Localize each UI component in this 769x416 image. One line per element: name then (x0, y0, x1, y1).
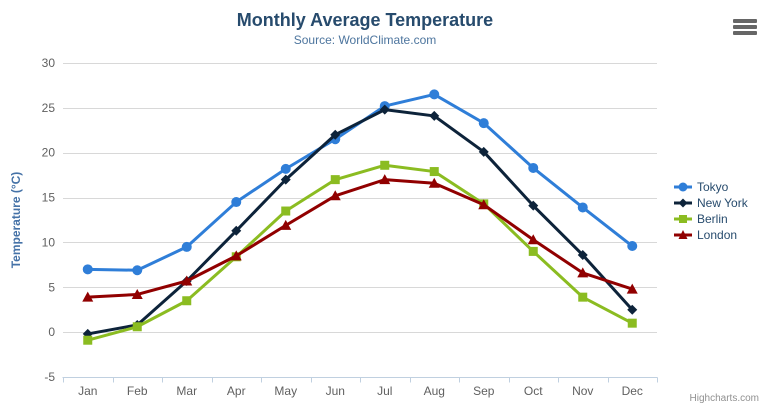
x-axis-label: Feb (127, 384, 148, 398)
x-axis-label: Jun (326, 384, 345, 398)
legend-label: Berlin (697, 212, 728, 226)
data-point-new-york[interactable] (528, 200, 539, 211)
square-marker-icon (674, 215, 692, 223)
data-point-new-york[interactable] (478, 146, 489, 157)
y-axis-label: 10 (42, 235, 56, 249)
series-line-new-york[interactable] (86, 108, 634, 336)
data-point-new-york[interactable] (231, 225, 242, 236)
x-axis-label: Nov (572, 384, 593, 398)
data-point-london[interactable] (626, 283, 638, 294)
credits-link[interactable]: Highcharts.com (689, 393, 759, 404)
legend-item-london[interactable]: London (674, 227, 748, 243)
legend: Tokyo New York Berlin London (674, 179, 748, 243)
data-point-new-york[interactable] (429, 110, 440, 121)
data-point-tokyo[interactable] (627, 241, 638, 252)
data-point-london[interactable] (230, 250, 242, 261)
legend-label: London (697, 228, 738, 242)
legend-item-berlin[interactable]: Berlin (674, 211, 748, 227)
data-point-new-york[interactable] (379, 104, 390, 115)
y-axis-label: 0 (48, 325, 55, 339)
data-point-new-york[interactable] (627, 304, 638, 315)
data-point-berlin[interactable] (578, 292, 588, 302)
menu-icon (733, 25, 757, 29)
data-point-berlin[interactable] (330, 175, 340, 185)
x-axis-label: Jan (78, 384, 97, 398)
data-point-berlin[interactable] (182, 296, 192, 306)
menu-icon (733, 31, 757, 35)
data-point-berlin[interactable] (429, 167, 439, 177)
x-axis-label: Jul (377, 384, 392, 398)
data-point-tokyo[interactable] (231, 197, 242, 208)
series-line-london[interactable] (86, 178, 634, 299)
data-point-london[interactable] (131, 288, 143, 299)
data-point-berlin[interactable] (132, 322, 142, 332)
data-point-london[interactable] (181, 275, 193, 286)
data-point-tokyo[interactable] (132, 265, 143, 276)
data-point-tokyo[interactable] (528, 162, 539, 173)
data-point-new-york[interactable] (280, 174, 291, 185)
legend-label: New York (697, 196, 748, 210)
y-axis-label: 25 (42, 101, 56, 115)
x-axis-label: Sep (473, 384, 495, 398)
data-point-london[interactable] (82, 291, 94, 302)
y-axis-label: 15 (42, 191, 56, 205)
triangle-marker-icon (674, 230, 692, 239)
data-point-london[interactable] (527, 234, 539, 245)
data-point-london[interactable] (428, 177, 440, 188)
y-axis-label: 20 (42, 146, 56, 160)
legend-label: Tokyo (697, 180, 729, 194)
context-menu-button[interactable] (731, 17, 757, 37)
y-axis-label: 5 (48, 280, 55, 294)
data-point-london[interactable] (329, 190, 341, 201)
data-point-new-york[interactable] (330, 129, 341, 140)
data-point-berlin[interactable] (83, 335, 93, 345)
y-axis-label: -5 (44, 370, 55, 384)
data-point-berlin[interactable] (528, 246, 538, 256)
data-point-berlin[interactable] (281, 206, 291, 216)
data-point-tokyo[interactable] (478, 118, 489, 129)
data-point-tokyo[interactable] (577, 202, 588, 213)
legend-item-new-york[interactable]: New York (674, 195, 748, 211)
x-axis-label: May (274, 384, 297, 398)
data-point-london[interactable] (379, 174, 391, 185)
data-point-tokyo[interactable] (181, 241, 192, 252)
y-axis-label: 30 (42, 56, 56, 70)
x-axis-label: Dec (622, 384, 643, 398)
x-axis-label: Aug (424, 384, 445, 398)
legend-item-tokyo[interactable]: Tokyo (674, 179, 748, 195)
chart-title: Monthly Average Temperature (236, 10, 494, 30)
data-point-tokyo[interactable] (82, 264, 93, 275)
series-line-berlin[interactable] (86, 163, 634, 342)
x-axis-label: Apr (227, 384, 246, 398)
x-axis-label: Mar (176, 384, 197, 398)
data-point-london[interactable] (577, 267, 589, 278)
data-point-berlin[interactable] (627, 318, 637, 328)
data-point-tokyo[interactable] (280, 163, 291, 174)
circle-marker-icon (674, 182, 692, 192)
x-axis-label: Oct (524, 384, 543, 398)
chart-subtitle: Source: WorldClimate.com (293, 33, 437, 47)
data-point-new-york[interactable] (577, 249, 588, 260)
diamond-marker-icon (674, 198, 692, 208)
data-point-london[interactable] (280, 219, 292, 230)
menu-icon (733, 19, 757, 23)
data-point-london[interactable] (478, 199, 490, 210)
data-point-berlin[interactable] (380, 160, 390, 170)
data-point-tokyo[interactable] (429, 89, 440, 100)
